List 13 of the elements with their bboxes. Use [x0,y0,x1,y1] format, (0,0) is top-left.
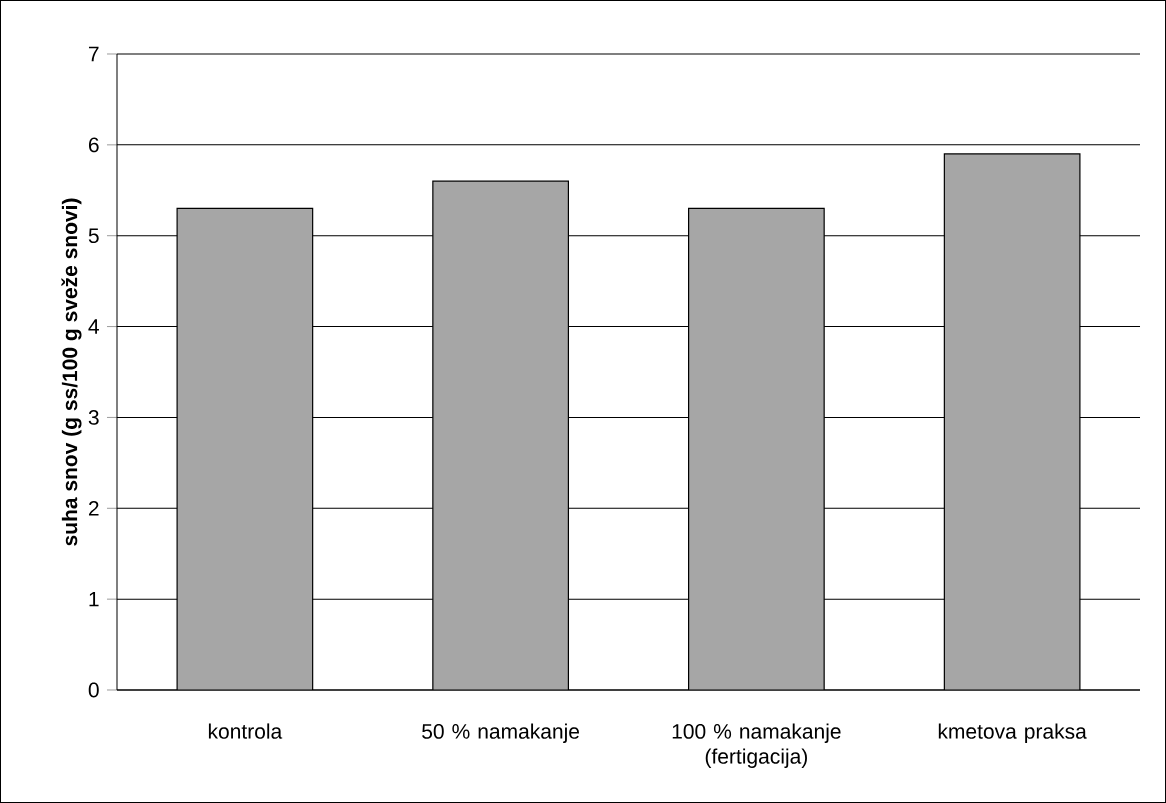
y-tick-label: 2 [88,500,99,516]
y-tick-label: 6 [88,137,99,153]
y-tick-label: 4 [88,319,99,334]
y-tick-label: 3 [88,410,99,425]
y-tick-label: 5 [88,228,99,244]
x-tick-label: kontrola [208,723,283,739]
y-axis-title: suha snov (g ss/100 g sveže snovi) [61,198,82,546]
y-tick-label: 1 [89,591,99,607]
y-tick-label: 7 [88,46,99,62]
x-tick-label: kmetova praksa [938,723,1087,743]
x-tick-label: 100 % namakanje (fertigacija) [672,723,841,768]
x-tick-label: 50 % namakanje [422,723,580,743]
y-tick-label: 0 [88,682,99,698]
